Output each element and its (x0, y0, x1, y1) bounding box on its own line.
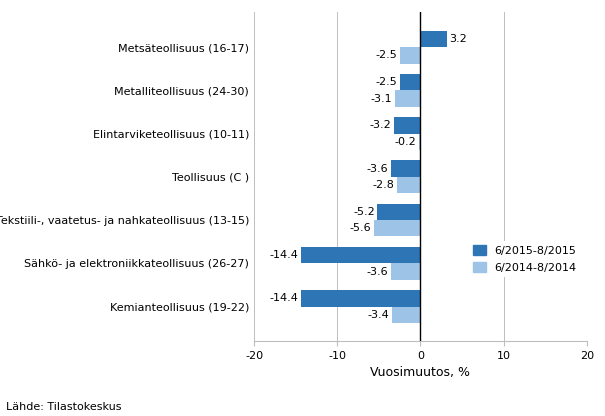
Text: -14.4: -14.4 (269, 293, 298, 303)
Bar (378, 203, 420, 220)
Bar (397, 177, 420, 193)
Text: -2.5: -2.5 (376, 77, 397, 87)
Bar (394, 90, 420, 107)
Bar (400, 74, 420, 90)
Text: -3.2: -3.2 (370, 120, 391, 130)
Text: -2.5: -2.5 (376, 50, 397, 60)
Text: -3.4: -3.4 (368, 310, 390, 320)
Bar (419, 134, 420, 150)
Bar (394, 117, 420, 134)
Text: -3.6: -3.6 (367, 163, 388, 173)
Bar (400, 47, 420, 64)
Text: -5.2: -5.2 (353, 207, 374, 217)
Text: -14.4: -14.4 (269, 250, 298, 260)
Bar (391, 161, 420, 177)
Bar (301, 290, 420, 307)
Text: -3.1: -3.1 (371, 94, 392, 104)
Text: 3.2: 3.2 (450, 34, 467, 44)
Bar (391, 263, 420, 280)
Text: Lähde: Tilastokeskus: Lähde: Tilastokeskus (6, 402, 122, 412)
Bar (374, 220, 420, 236)
Text: -5.6: -5.6 (350, 223, 371, 233)
Legend: 6/2015-8/2015, 6/2014-8/2014: 6/2015-8/2015, 6/2014-8/2014 (468, 241, 581, 277)
Text: -2.8: -2.8 (373, 180, 394, 190)
Text: -3.6: -3.6 (367, 267, 388, 277)
Bar (420, 31, 447, 47)
Text: -0.2: -0.2 (394, 137, 416, 147)
Bar (301, 247, 420, 263)
Bar (392, 307, 420, 323)
X-axis label: Vuosimuutos, %: Vuosimuutos, % (370, 366, 471, 379)
